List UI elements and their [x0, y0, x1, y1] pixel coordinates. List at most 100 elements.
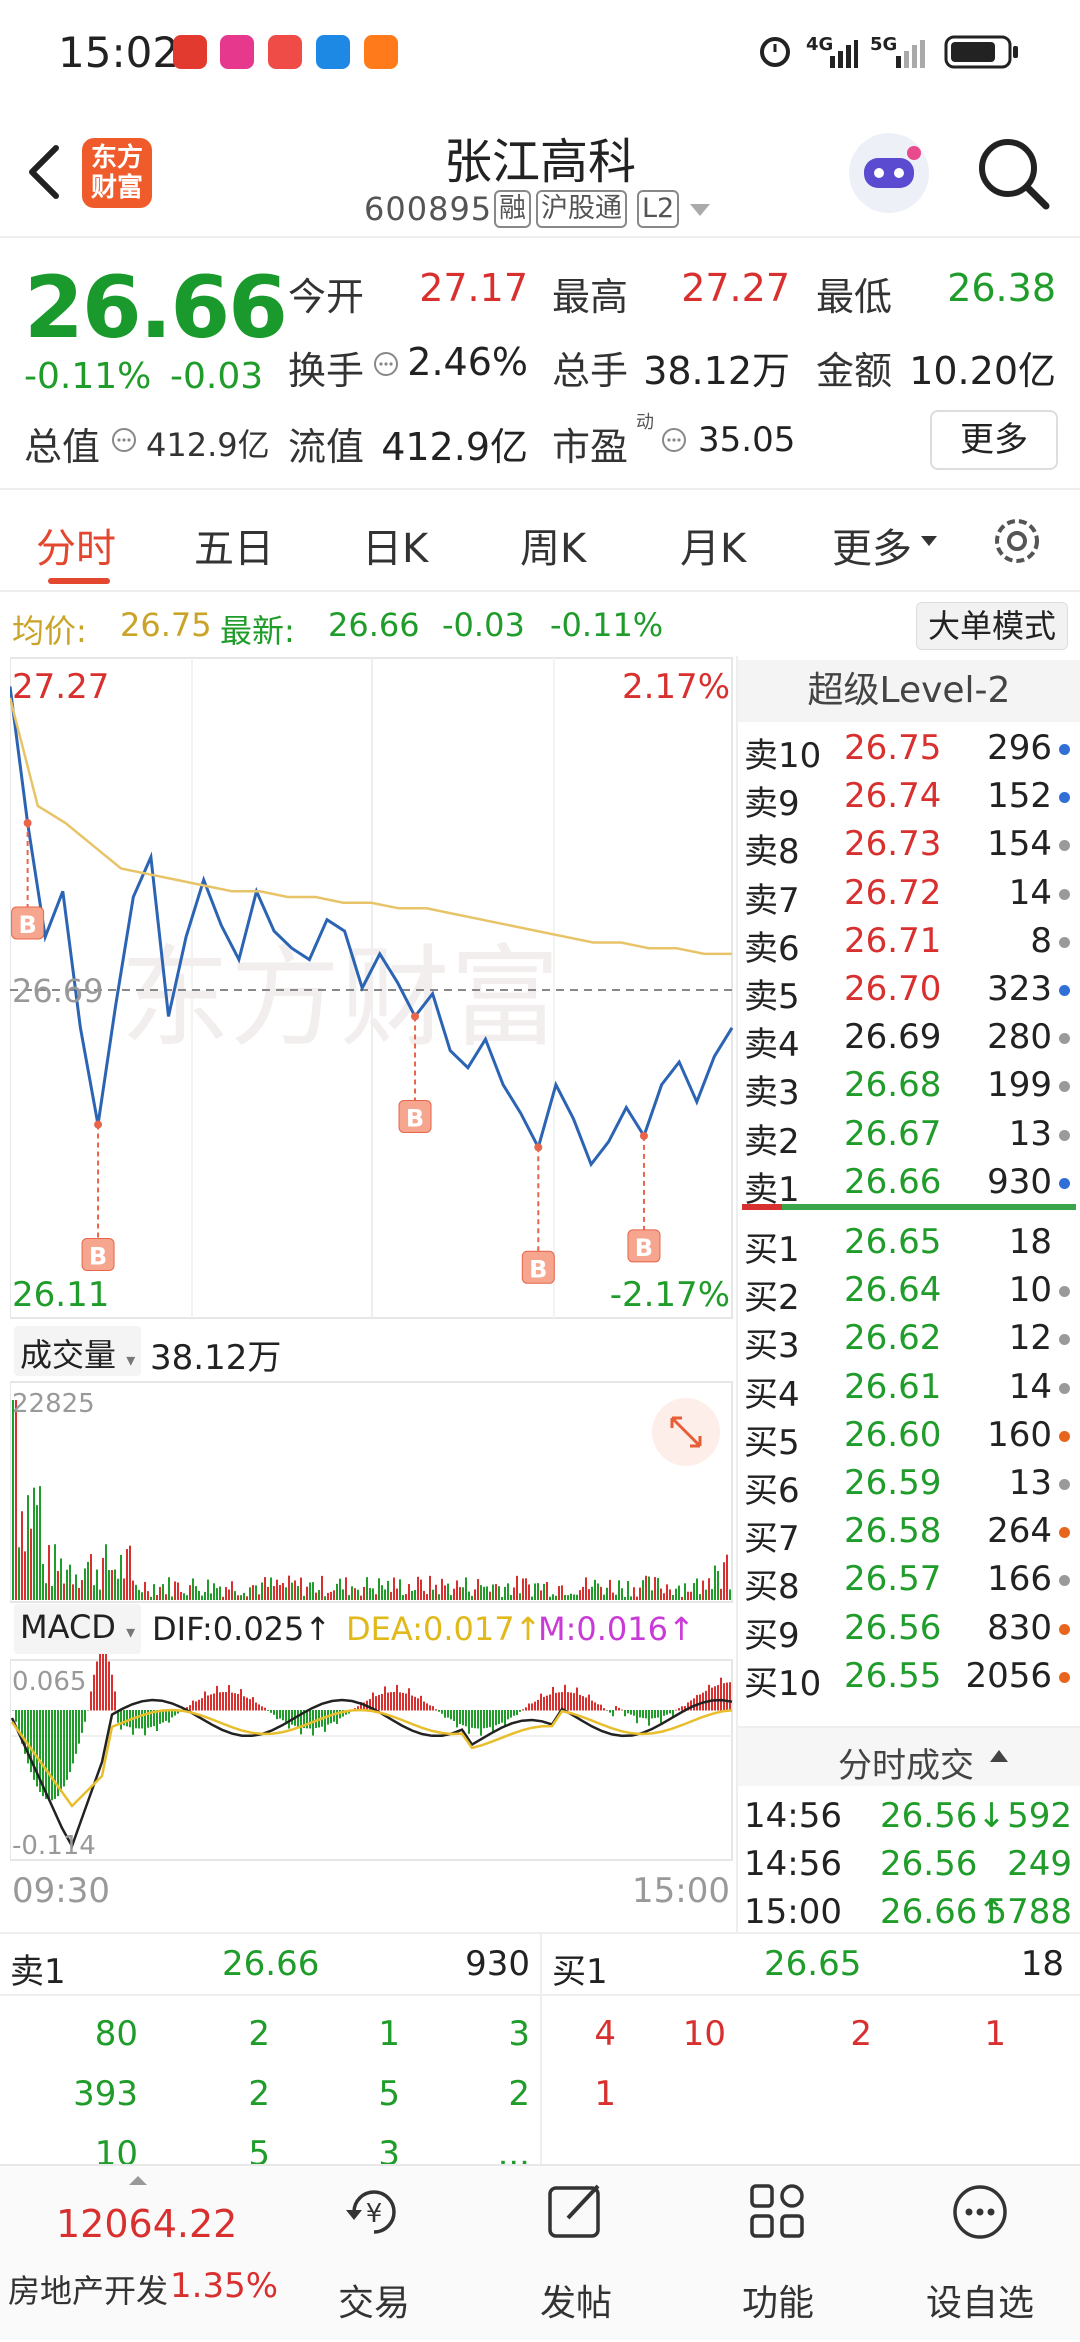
- macd-bar: [333, 1710, 335, 1722]
- volume-bar: [90, 1554, 92, 1600]
- bid-row[interactable]: 买10 26.55 2056: [744, 1656, 1074, 1704]
- more-quote-button[interactable]: 更多: [930, 410, 1058, 470]
- volume-bar: [624, 1596, 626, 1600]
- tab-daily-k[interactable]: 日K: [362, 526, 429, 572]
- bid-row[interactable]: 买4 26.61 14: [744, 1367, 1074, 1415]
- ask-row[interactable]: 卖10 26.75 296: [744, 728, 1074, 776]
- intraday-chart-svg[interactable]: 东方财富 B B B B B 27.27 26.11 2.17% -2.17% 26.6…: [10, 656, 734, 1932]
- tab-weekly-k[interactable]: 周K: [520, 526, 587, 572]
- info-icon[interactable]: [372, 350, 400, 378]
- macd-selector[interactable]: MACD ▾: [14, 1604, 142, 1654]
- ask-row[interactable]: 卖9 26.74 152: [744, 776, 1074, 824]
- macd-bar: [681, 1706, 683, 1711]
- chart-tabs: 分时 五日 日K 周K 月K 更多: [0, 490, 1080, 592]
- ask-row[interactable]: 卖8 26.73 154: [744, 824, 1074, 872]
- chevron-down-icon[interactable]: [688, 202, 712, 218]
- volume-bar: [159, 1586, 161, 1600]
- volume-bar: [144, 1581, 146, 1600]
- order-flag-dot: [1059, 888, 1070, 900]
- macd-bar: [567, 1692, 569, 1711]
- queue-right-header: 买1 26.65 18: [542, 1934, 1080, 1996]
- ask-row[interactable]: 卖7 26.72 14: [744, 873, 1074, 921]
- macd-bar: [666, 1710, 668, 1715]
- bid-row[interactable]: 买6 26.59 13: [744, 1463, 1074, 1511]
- order-flag-dot: [1059, 936, 1070, 948]
- nav-trade[interactable]: ¥ 交易: [274, 2166, 474, 2342]
- ticks-title: 分时成交: [838, 1746, 974, 1786]
- level2-title[interactable]: 超级Level-2: [738, 660, 1080, 722]
- volume-bar: [711, 1589, 713, 1600]
- queue-cell: 10: [682, 2014, 726, 2054]
- macd-bar: [507, 1710, 509, 1720]
- bid-row[interactable]: 买5 26.60 160: [744, 1415, 1074, 1463]
- search-icon[interactable]: [974, 134, 1054, 214]
- ask-row[interactable]: 卖6 26.71 8: [744, 921, 1074, 969]
- yen-refresh-icon: ¥: [346, 2190, 396, 2234]
- nav-post[interactable]: 发帖: [476, 2166, 676, 2342]
- volume-bar: [327, 1592, 329, 1600]
- ask-row[interactable]: 卖2 26.67 13: [744, 1114, 1074, 1162]
- bid-row[interactable]: 买3 26.62 12: [744, 1318, 1074, 1366]
- buy-marker-dot: [23, 819, 32, 827]
- volume-bar: [354, 1588, 356, 1600]
- macd-bar: [528, 1703, 530, 1711]
- big-order-mode-button[interactable]: 大单模式: [916, 602, 1068, 650]
- info-icon[interactable]: [110, 426, 138, 454]
- info-icon[interactable]: [660, 426, 688, 454]
- active-tab-indicator: [48, 578, 110, 584]
- ask-row[interactable]: 卖4 26.69 280: [744, 1017, 1074, 1065]
- macd-bar: [648, 1710, 650, 1726]
- robot-assistant-icon[interactable]: [844, 128, 934, 218]
- index-pct[interactable]: 1.35%: [170, 2266, 279, 2306]
- ask-level: 卖8: [744, 832, 800, 873]
- bid-row[interactable]: 买1 26.65 18: [744, 1222, 1074, 1270]
- macd-bar: [216, 1685, 218, 1711]
- bid-row[interactable]: 买9 26.56 830: [744, 1608, 1074, 1656]
- price-line: [10, 686, 734, 1168]
- ticks-header[interactable]: 分时成交: [738, 1726, 1080, 1786]
- volume-bar: [156, 1595, 158, 1600]
- tab-monthly-k[interactable]: 月K: [680, 526, 747, 572]
- tab-more[interactable]: 更多: [832, 526, 912, 572]
- macd-bar: [219, 1692, 221, 1711]
- volume-bar: [627, 1581, 629, 1600]
- bid-row[interactable]: 买7 26.58 264: [744, 1511, 1074, 1559]
- tab-intraday[interactable]: 分时: [36, 526, 116, 572]
- connect-tag: 沪股通: [536, 190, 627, 228]
- tick-qty: 5788: [985, 1892, 1072, 1932]
- bid-row[interactable]: 买8 26.57 166: [744, 1559, 1074, 1607]
- volume-selector[interactable]: 成交量 ▾: [14, 1326, 142, 1376]
- volume-bar: [519, 1593, 521, 1600]
- eastmoney-logo[interactable]: 东方 财富: [82, 138, 152, 208]
- volume-bar: [342, 1589, 344, 1600]
- index-value[interactable]: 12064.22: [56, 2202, 238, 2246]
- gear-icon[interactable]: [990, 514, 1044, 568]
- ask-row[interactable]: 卖1 26.66 930: [744, 1162, 1074, 1210]
- volume-bar: [165, 1594, 167, 1600]
- bid-level: 买5: [744, 1422, 800, 1463]
- nav-trade-label: 交易: [337, 2283, 410, 2324]
- nav-add-watchlist[interactable]: 设自选: [880, 2166, 1080, 2342]
- macd-bar: [516, 1710, 518, 1716]
- stock-header: 东方 财富 张江高科 600895 融 沪股通 L2: [0, 108, 1080, 238]
- volume-pane-frame: [10, 1381, 733, 1603]
- tick-price: 26.56↓: [880, 1796, 1006, 1836]
- bid-row[interactable]: 买2 26.64 10: [744, 1270, 1074, 1318]
- notification-app-icon: [220, 35, 254, 69]
- macd-bar: [444, 1710, 446, 1718]
- macd-bar: [492, 1710, 494, 1733]
- ask-row[interactable]: 卖5 26.70 323: [744, 969, 1074, 1017]
- index-name[interactable]: 房地产开发: [8, 2272, 169, 2310]
- back-arrow-icon[interactable]: [24, 142, 64, 202]
- bid-price: 26.57: [844, 1559, 942, 1600]
- volume-bar: [78, 1588, 80, 1600]
- tab-five-day[interactable]: 五日: [194, 526, 274, 572]
- macd-bar: [288, 1710, 290, 1729]
- bid-level: 买9: [744, 1615, 800, 1656]
- volume-bar: [507, 1583, 509, 1600]
- ask-row[interactable]: 卖3 26.68 199: [744, 1065, 1074, 1113]
- nav-functions[interactable]: 功能: [678, 2166, 878, 2342]
- order-flag-dot: [1059, 1177, 1070, 1189]
- macd-bar: [711, 1687, 713, 1711]
- macd-min-label: -0.114: [12, 1831, 96, 1861]
